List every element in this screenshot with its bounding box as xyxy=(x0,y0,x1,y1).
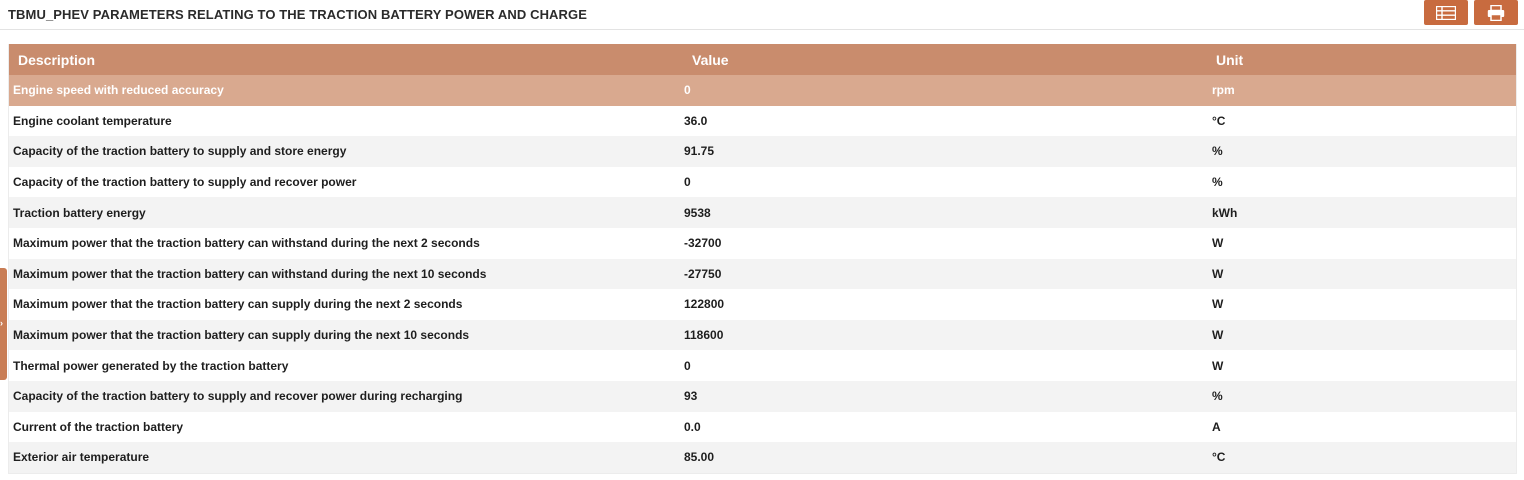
table-row[interactable]: Exterior air temperature 85.00 °C xyxy=(9,442,1516,473)
cell-description: Capacity of the traction battery to supp… xyxy=(9,166,683,198)
cell-unit: W xyxy=(1207,289,1516,320)
cell-description: Maximum power that the traction battery … xyxy=(9,319,683,351)
cell-value: 0 xyxy=(683,75,1207,106)
cell-unit: °C xyxy=(1207,105,1516,137)
column-header-value[interactable]: Value xyxy=(683,44,1207,75)
cell-description: Current of the traction battery xyxy=(9,411,683,443)
cell-description: Maximum power that the traction battery … xyxy=(9,227,683,259)
table-body: Engine speed with reduced accuracy 0 rpm En… xyxy=(9,75,1516,473)
cell-description: Thermal power generated by the traction … xyxy=(9,350,683,381)
parameters-table: Description Value Unit Engine speed with… xyxy=(9,44,1516,473)
cell-unit: °C xyxy=(1207,442,1516,473)
print-icon xyxy=(1487,4,1505,21)
cell-value: -32700 xyxy=(683,227,1207,259)
table-row[interactable]: Engine speed with reduced accuracy 0 rpm xyxy=(9,75,1516,106)
cell-unit: W xyxy=(1207,258,1516,290)
title-bar: TBMU_PHEV PARAMETERS RELATING TO THE TRA… xyxy=(0,0,1524,30)
cell-unit: % xyxy=(1207,166,1516,198)
cell-description: Engine speed with reduced accuracy xyxy=(9,75,683,106)
cell-value: 93 xyxy=(683,380,1207,412)
cell-unit: kWh xyxy=(1207,197,1516,228)
cell-value: 85.00 xyxy=(683,442,1207,473)
cell-value: 118600 xyxy=(683,319,1207,351)
column-header-description[interactable]: Description xyxy=(9,44,683,75)
cell-value: 0.0 xyxy=(683,411,1207,443)
columns-icon xyxy=(1436,5,1456,20)
table-row[interactable]: Capacity of the traction battery to supp… xyxy=(9,380,1516,412)
table-row[interactable]: Engine coolant temperature 36.0 °C xyxy=(9,105,1516,137)
table-row[interactable]: Maximum power that the traction battery … xyxy=(9,227,1516,259)
cell-description: Capacity of the traction battery to supp… xyxy=(9,136,683,167)
table-row[interactable]: Thermal power generated by the traction … xyxy=(9,350,1516,381)
page-title: TBMU_PHEV PARAMETERS RELATING TO THE TRA… xyxy=(8,7,588,22)
cell-value: 0 xyxy=(683,350,1207,381)
cell-unit: W xyxy=(1207,350,1516,381)
cell-value: 122800 xyxy=(683,289,1207,320)
columns-button[interactable] xyxy=(1424,0,1468,25)
column-header-unit[interactable]: Unit xyxy=(1207,44,1516,75)
table-header-row: Description Value Unit xyxy=(9,44,1516,75)
cell-value: 9538 xyxy=(683,197,1207,228)
table-row[interactable]: Current of the traction battery 0.0 A xyxy=(9,411,1516,443)
parameters-table-container: Description Value Unit Engine speed with… xyxy=(8,44,1517,474)
cell-description: Engine coolant temperature xyxy=(9,105,683,137)
cell-unit: % xyxy=(1207,136,1516,167)
cell-description: Maximum power that the traction battery … xyxy=(9,258,683,290)
cell-description: Traction battery energy xyxy=(9,197,683,228)
side-panel-toggle[interactable]: › xyxy=(0,268,7,380)
table-row[interactable]: Traction battery energy 9538 kWh xyxy=(9,197,1516,228)
cell-value: 36.0 xyxy=(683,105,1207,137)
cell-description: Exterior air temperature xyxy=(9,442,683,473)
cell-unit: A xyxy=(1207,411,1516,443)
table-row[interactable]: Maximum power that the traction battery … xyxy=(9,258,1516,290)
cell-value: 91.75 xyxy=(683,136,1207,167)
cell-value: 0 xyxy=(683,166,1207,198)
table-row[interactable]: Capacity of the traction battery to supp… xyxy=(9,166,1516,198)
cell-description: Capacity of the traction battery to supp… xyxy=(9,380,683,412)
cell-unit: % xyxy=(1207,380,1516,412)
cell-value: -27750 xyxy=(683,258,1207,290)
chevron-right-icon: › xyxy=(0,318,3,328)
table-row[interactable]: Maximum power that the traction battery … xyxy=(9,289,1516,320)
table-row[interactable]: Capacity of the traction battery to supp… xyxy=(9,136,1516,167)
print-button[interactable] xyxy=(1474,0,1518,25)
cell-description: Maximum power that the traction battery … xyxy=(9,289,683,320)
table-row[interactable]: Maximum power that the traction battery … xyxy=(9,319,1516,351)
cell-unit: W xyxy=(1207,227,1516,259)
cell-unit: rpm xyxy=(1207,75,1516,106)
cell-unit: W xyxy=(1207,319,1516,351)
